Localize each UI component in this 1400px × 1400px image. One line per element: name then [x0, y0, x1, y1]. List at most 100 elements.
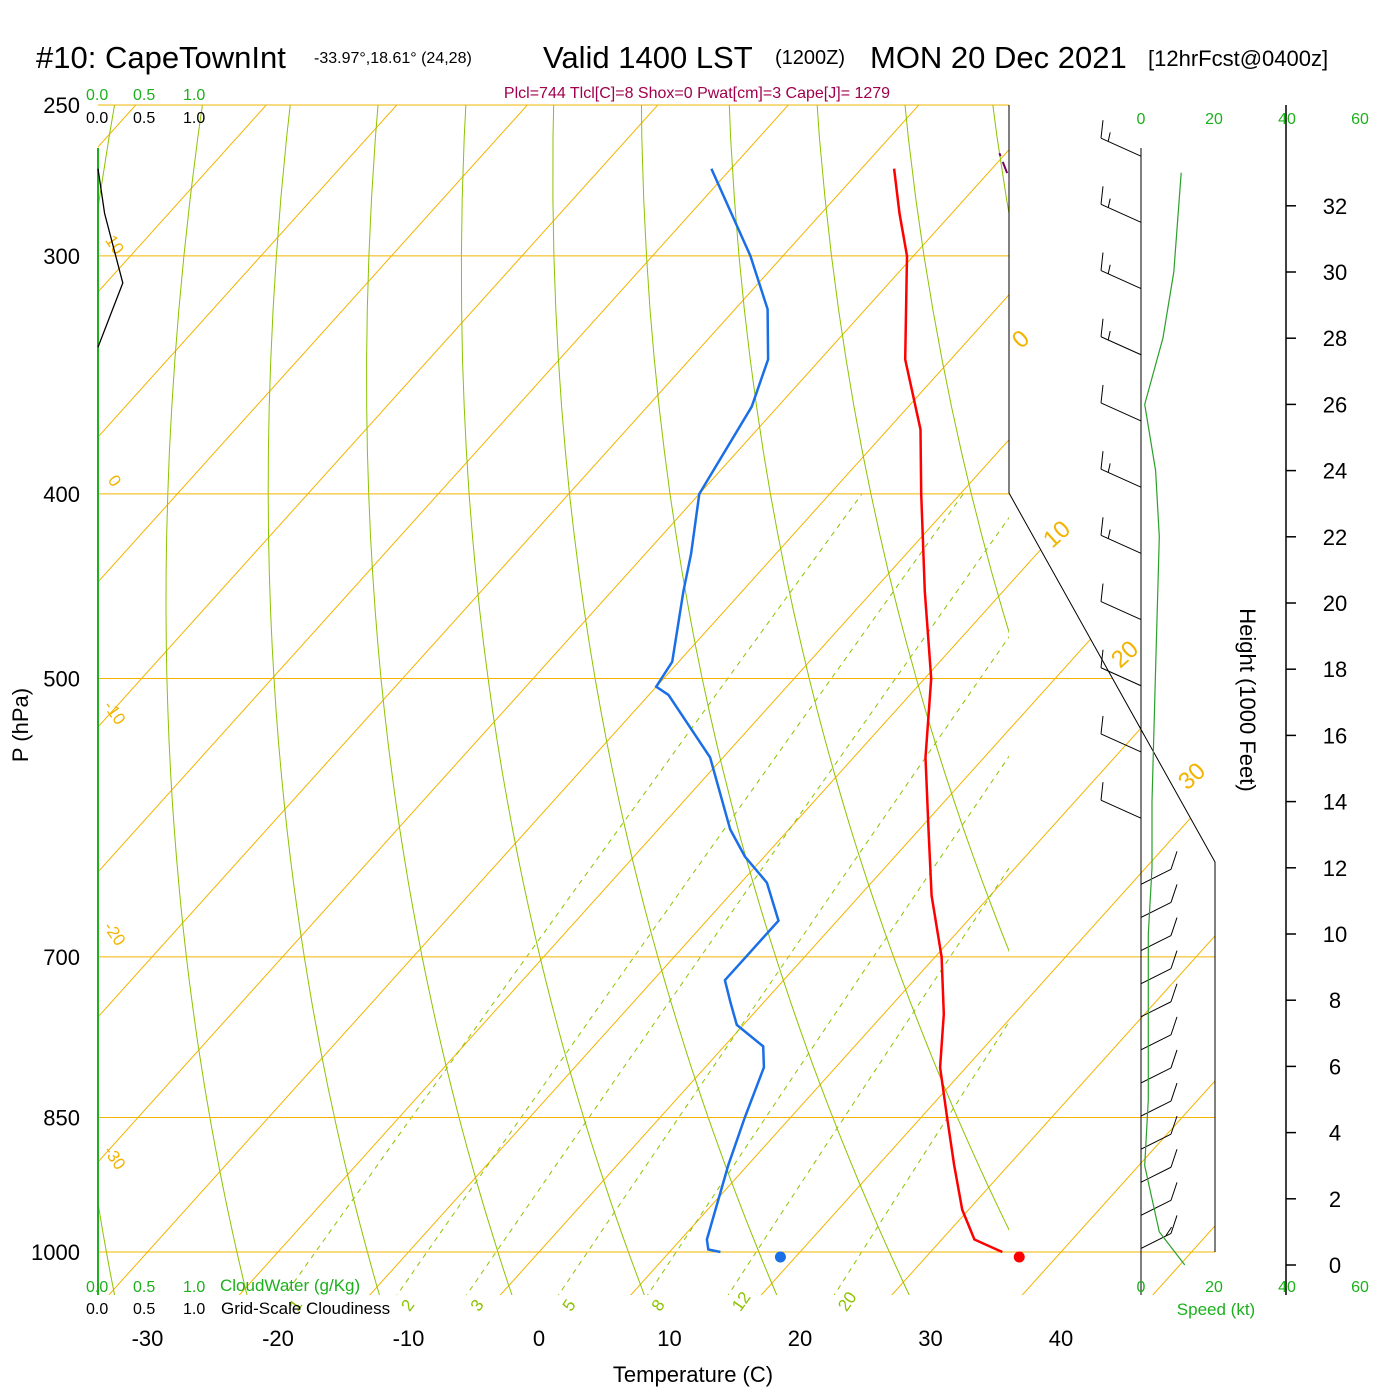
height-axis-label: Height (1000 Feet) [1235, 608, 1260, 791]
wind-barb-flag [1170, 950, 1178, 969]
black-scale-2: 1.0 [183, 110, 205, 127]
isotherm-label: 0 [1007, 325, 1035, 354]
wind-barb [1100, 270, 1142, 290]
wind-barb [1100, 468, 1142, 488]
wind-barb [1140, 902, 1172, 918]
valid-zulu: (1200Z) [775, 47, 845, 69]
isotherm-label-left: -10 [100, 697, 130, 728]
height-tick-label: 2 [1329, 1187, 1341, 1212]
wind-barb [1140, 1067, 1172, 1084]
isotherm-line [760, 1019, 1009, 1295]
speed-scale-top: 0 20 40 60 [1137, 111, 1369, 128]
temperature-tick-label: 10 [657, 1326, 681, 1351]
pressure-tick-label: 400 [43, 482, 80, 507]
wind-barb-flag [1107, 198, 1111, 208]
green-scale-bottom-0: 0.0 [86, 1279, 108, 1296]
wind-barb-flag [1170, 884, 1178, 903]
height-tick-label: 16 [1323, 723, 1347, 748]
pressure-tick-label: 250 [43, 93, 80, 118]
dry-adiabat-line [641, 105, 910, 1295]
height-tick-label: 14 [1323, 790, 1347, 815]
wind-barb [1100, 203, 1142, 223]
wind-barb-flag [1170, 1082, 1178, 1102]
isotherm-line-right [0, 0, 563, 1331]
temperature-tick-label: 20 [788, 1326, 812, 1351]
dewpoint-profile [654, 168, 780, 1254]
isotherm-line [98, 105, 398, 438]
wind-barb-flag [1165, 1226, 1173, 1237]
isotherm-line [0, 0, 171, 1331]
wind-barb-flag [1100, 120, 1104, 139]
isotherm-label-left: -20 [100, 918, 130, 949]
isotherm-line-right [0, 0, 171, 1331]
isotherm-line-right [1009, 105, 1215, 1295]
height-tick-label: 12 [1323, 856, 1347, 881]
green-scale-0: 0.0 [86, 87, 108, 104]
wind-barb-flag [1107, 132, 1111, 142]
speed-scale-label: 20 [1205, 111, 1223, 128]
black-scale-bottom-2: 1.0 [183, 1301, 205, 1318]
wind-barb-flag [1170, 983, 1178, 1002]
top-left-scale: 0.0 0.5 1.0 0.0 0.5 1.0 [86, 87, 205, 127]
isotherm-line [98, 105, 267, 293]
mixing-ratio-lines [284, 493, 1009, 1295]
speed-scale-label: 20 [1205, 1279, 1223, 1296]
wind-barb [1100, 733, 1142, 753]
isotherm-label-left: -30 [100, 1142, 130, 1173]
dry-adiabat-line [1150, 0, 1400, 1316]
wind-barb-flag [1170, 1115, 1178, 1135]
isotherm-lines [0, 0, 1009, 1331]
mixing-ratio-line [727, 867, 1009, 1295]
isotherm-line-right [1009, 105, 1215, 1295]
mixing-ratio-line [284, 493, 863, 1295]
wind-barb [1100, 799, 1142, 819]
green-scale-bottom-2: 1.0 [183, 1279, 205, 1296]
height-tick-label: 4 [1329, 1121, 1341, 1146]
isotherm-line [499, 729, 1009, 1295]
mixing-ratio-label: 3 [467, 1296, 488, 1315]
isotherm-line-right [1009, 105, 1086, 1295]
green-scale-bottom-1: 0.5 [133, 1279, 155, 1296]
height-tick-label: 30 [1323, 260, 1347, 285]
isotherm-line-right [0, 0, 693, 1331]
wind-barb-flag [1107, 463, 1111, 473]
wind-barb [1100, 137, 1142, 157]
valid-time: Valid 1400 LST [543, 40, 753, 75]
pressure-tick-label: 700 [43, 945, 80, 970]
wind-barb [1100, 534, 1142, 554]
wind-barb [1140, 935, 1172, 951]
dry-adiabat-line [366, 105, 513, 1295]
wind-barb-flag [1100, 186, 1104, 205]
dry-adiabat-line [267, 105, 380, 1295]
isotherm-line-right [0, 0, 954, 1331]
wind-barb-flag [1100, 649, 1104, 668]
wind-barb-flag [1100, 318, 1104, 337]
height-tick-label: 32 [1323, 194, 1347, 219]
dry-adiabat-line [552, 105, 778, 1295]
bottom-left-scale: 0.0 0.5 1.0 CloudWater (g/Kg) 0.0 0.5 1.… [86, 1276, 390, 1318]
black-scale-1: 0.5 [133, 110, 155, 127]
temperature-tick-label: -20 [262, 1326, 294, 1351]
wind-barb-flag [1170, 1182, 1178, 1201]
isotherm-line [98, 105, 920, 1018]
wind-barb-flag [1107, 330, 1111, 341]
wind-barb-flag [1170, 1215, 1178, 1234]
isotherm-line-right [1009, 105, 1215, 1295]
isotherm-label: 10 [1038, 515, 1076, 553]
cloudiness-label: Grid-Scale Cloudiness [221, 1299, 390, 1318]
isotherm-line [630, 874, 1009, 1295]
height-tick-label: 0 [1329, 1253, 1341, 1278]
isotherm-line-right [1009, 105, 1215, 1295]
mixing-ratio-label: 8 [648, 1296, 669, 1315]
wind-barb [1140, 1166, 1172, 1183]
temperature-tick-label: 0 [533, 1326, 545, 1351]
dry-adiabat-line [728, 105, 1009, 1231]
isotherm-line [238, 439, 1009, 1295]
pressure-ticks: 250 300 400 500 700 850 1000 [31, 93, 80, 1265]
dry-adiabat-line [904, 105, 1009, 634]
wind-barb-flag [1100, 583, 1104, 602]
isotherm-line-right [0, 0, 824, 1331]
isobar-lines [98, 104, 1215, 1253]
y-axis-label: P (hPa) [8, 688, 33, 762]
